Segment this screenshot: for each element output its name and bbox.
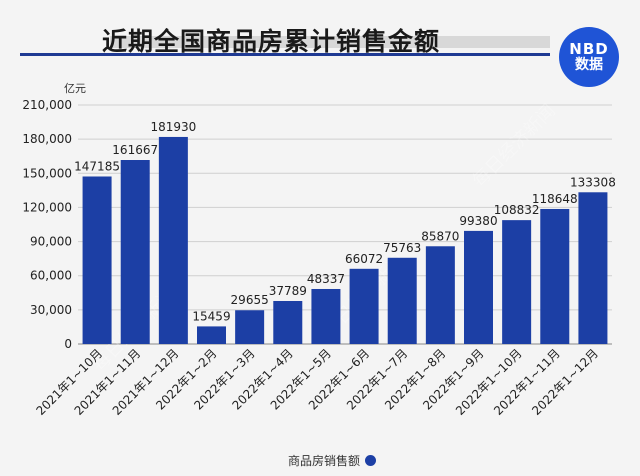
- y-unit-label: 亿元: [64, 82, 86, 95]
- bar: [273, 300, 303, 344]
- x-tick-label: 2022年1~10月: [453, 346, 525, 418]
- logo-line2: 数据: [575, 56, 603, 73]
- bar: [197, 326, 226, 344]
- x-tick-label: 2022年1~11月: [491, 346, 563, 418]
- y-tick-label: 60,000: [30, 269, 72, 283]
- bar: [425, 246, 455, 344]
- data-label: 85870: [421, 229, 459, 243]
- data-label: 99380: [459, 214, 497, 228]
- data-label: 147185: [74, 159, 120, 173]
- bar: [578, 192, 608, 344]
- bar: [349, 268, 379, 344]
- data-label: 37789: [269, 284, 307, 298]
- y-tick-label: 0: [64, 337, 72, 351]
- y-tick-label: 150,000: [22, 166, 72, 180]
- y-tick-label: 120,000: [22, 200, 72, 214]
- page-title: 近期全国商品房累计销售金额: [102, 27, 441, 56]
- bar: [82, 176, 112, 344]
- bar: [464, 230, 493, 344]
- bar: [311, 288, 341, 344]
- x-tick-label: 2022年1~12月: [529, 346, 601, 418]
- title-rule: [20, 53, 550, 56]
- data-label: 48337: [307, 272, 345, 286]
- data-label: 29655: [231, 293, 269, 307]
- bar: [502, 220, 532, 344]
- data-label: 133308: [570, 175, 616, 189]
- bar: [235, 310, 265, 344]
- y-tick-label: 210,000: [22, 98, 72, 112]
- bar: [120, 160, 150, 344]
- legend-swatch: [365, 455, 377, 466]
- y-tick-label: 30,000: [30, 303, 72, 317]
- legend: 商品房销售额: [288, 452, 377, 469]
- bar: [540, 208, 570, 344]
- title-shadow: [110, 36, 550, 48]
- logo-line1: NBD: [569, 39, 609, 58]
- data-label: 161667: [112, 143, 158, 157]
- data-label: 15459: [192, 309, 230, 323]
- title-bar: 近期全国商品房累计销售金额: [20, 22, 550, 56]
- nbd-logo: NBD 数据: [559, 27, 619, 87]
- legend-label: 商品房销售额: [288, 454, 361, 468]
- data-label: 108832: [494, 203, 540, 217]
- data-label: 75763: [383, 241, 421, 255]
- y-tick-label: 180,000: [22, 132, 72, 146]
- x-tick-label: 2021年1~10月: [33, 346, 105, 418]
- data-label: 118648: [532, 192, 578, 206]
- bar: [158, 136, 188, 344]
- data-label: 66072: [345, 252, 383, 266]
- bar: [387, 257, 417, 344]
- data-label: 181930: [150, 120, 196, 134]
- y-tick-label: 90,000: [30, 235, 72, 249]
- watermark-text: 每日经济新闻: [469, 100, 560, 191]
